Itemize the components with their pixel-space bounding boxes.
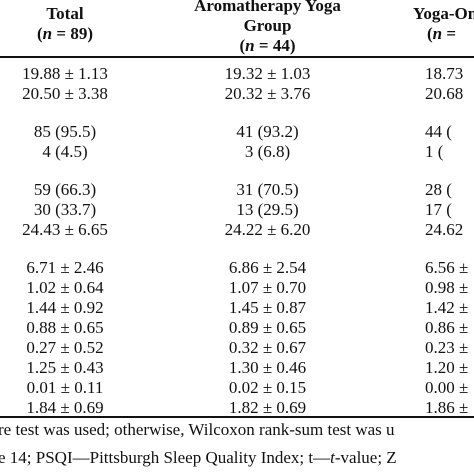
- cell-total: 6.71 ± 2.46: [26, 258, 104, 277]
- cell-total: 1.25 ± 0.43: [26, 358, 104, 377]
- table-row: 1.02 ± 0.64 1.07 ± 0.70 0.98 ±: [0, 278, 474, 298]
- table-row: 4 (4.5) 3 (6.8) 1 (: [0, 142, 474, 162]
- cell-yoga: 17 (: [425, 200, 452, 219]
- cell-yoga: 44 (: [425, 122, 452, 141]
- cell-aroma: 0.02 ± 0.15: [228, 378, 307, 397]
- table-row: 19.88 ± 1.13 19.32 ± 1.03 18.73: [0, 64, 474, 84]
- header-yoga-only-label: Yoga-On: [413, 4, 474, 23]
- cell-yoga: 0.23 ±: [425, 338, 469, 357]
- table-row: 30 (33.7) 13 (29.5) 17 (: [0, 200, 474, 220]
- cell-yoga: 1.20 ±: [425, 358, 469, 377]
- cell-total: 59 (66.3): [33, 180, 97, 199]
- cell-total: 1.44 ± 0.92: [26, 298, 104, 317]
- cell-aroma: 20.32 ± 3.76: [224, 84, 311, 103]
- cell-yoga: 1.42 ±: [425, 298, 469, 317]
- cell-total: 0.01 ± 0.11: [26, 378, 104, 397]
- cell-aroma: 6.86 ± 2.54: [228, 258, 307, 277]
- cell-total: 0.27 ± 0.52: [26, 338, 104, 357]
- cell-yoga: 24.62: [425, 220, 464, 239]
- cell-yoga: 0.00 ±: [425, 378, 469, 397]
- table-row: 59 (66.3) 31 (70.5) 28 (: [0, 180, 474, 200]
- cell-aroma: 3 (6.8): [244, 142, 291, 161]
- table-note-line1: re test was used; otherwise, Wilcoxon ra…: [0, 420, 395, 439]
- header-total: Total (n = 89): [10, 4, 120, 44]
- table-note-line2: e 14; PSQI—Pittsburgh Sleep Quality Inde…: [0, 448, 397, 467]
- header-aromatherapy-line1: Aromatherapy Yoga: [194, 0, 341, 15]
- cell-total: 1.02 ± 0.64: [26, 278, 104, 297]
- cell-yoga: 20.68: [425, 84, 464, 103]
- header-rule: [0, 56, 474, 58]
- cell-total: 85 (95.5): [33, 122, 97, 141]
- cell-total: 0.88 ± 0.65: [26, 318, 104, 337]
- header-aromatherapy-line2: Group: [243, 16, 292, 35]
- cell-total: 20.50 ± 3.38: [22, 84, 108, 103]
- header-aromatherapy: Aromatherapy Yoga Group (n = 44): [170, 0, 365, 56]
- table-row: 6.71 ± 2.46 6.86 ± 2.54 6.56 ±: [0, 258, 474, 278]
- table-row: 1.44 ± 0.92 1.45 ± 0.87 1.42 ±: [0, 298, 474, 318]
- header-yoga-only: Yoga-On (n =: [405, 4, 474, 44]
- footer-rule: [0, 416, 474, 418]
- cell-aroma: 1.45 ± 0.87: [228, 298, 307, 317]
- cell-total: 1.84 ± 0.69: [26, 398, 104, 417]
- cell-yoga: 1 (: [425, 142, 444, 161]
- cell-total: 24.43 ± 6.65: [22, 220, 108, 239]
- cell-aroma: 41 (93.2): [236, 122, 299, 141]
- header-aromatherapy-n: (n = 44): [239, 36, 296, 55]
- cell-aroma: 1.82 ± 0.69: [228, 398, 307, 417]
- header-total-label: Total: [46, 4, 84, 23]
- table-row: 0.88 ± 0.65 0.89 ± 0.65 0.86 ±: [0, 318, 474, 338]
- cell-total: 30 (33.7): [33, 200, 97, 219]
- table-row: 1.25 ± 0.43 1.30 ± 0.46 1.20 ±: [0, 358, 474, 378]
- table-row: 1.84 ± 0.69 1.82 ± 0.69 1.86 ±: [0, 398, 474, 418]
- cell-aroma: 19.32 ± 1.03: [224, 64, 311, 83]
- cell-yoga: 18.73: [425, 64, 464, 83]
- cell-aroma: 0.32 ± 0.67: [228, 338, 307, 357]
- cell-aroma: 0.89 ± 0.65: [228, 318, 307, 337]
- cell-yoga: 0.98 ±: [425, 278, 469, 297]
- header-total-n: (n = 89): [37, 24, 93, 43]
- cell-total: 19.88 ± 1.13: [22, 64, 108, 83]
- cell-yoga: 0.86 ±: [425, 318, 469, 337]
- header-yoga-only-n: (n =: [427, 24, 457, 43]
- cell-aroma: 24.22 ± 6.20: [224, 220, 311, 239]
- cell-aroma: 1.07 ± 0.70: [228, 278, 307, 297]
- table-row: 0.01 ± 0.11 0.02 ± 0.15 0.00 ±: [0, 378, 474, 398]
- cell-aroma: 1.30 ± 0.46: [228, 358, 307, 377]
- cell-yoga: 6.56 ±: [425, 258, 469, 277]
- cell-aroma: 13 (29.5): [236, 200, 299, 219]
- cell-total: 4 (4.5): [42, 142, 88, 161]
- table-row: 0.27 ± 0.52 0.32 ± 0.67 0.23 ±: [0, 338, 474, 358]
- table-row: 20.50 ± 3.38 20.32 ± 3.76 20.68: [0, 84, 474, 104]
- cell-yoga: 1.86 ±: [425, 398, 469, 417]
- cell-aroma: 31 (70.5): [236, 180, 299, 199]
- table-row: 24.43 ± 6.65 24.22 ± 6.20 24.62: [0, 220, 474, 240]
- table-row: 85 (95.5) 41 (93.2) 44 (: [0, 122, 474, 142]
- cell-yoga: 28 (: [425, 180, 452, 199]
